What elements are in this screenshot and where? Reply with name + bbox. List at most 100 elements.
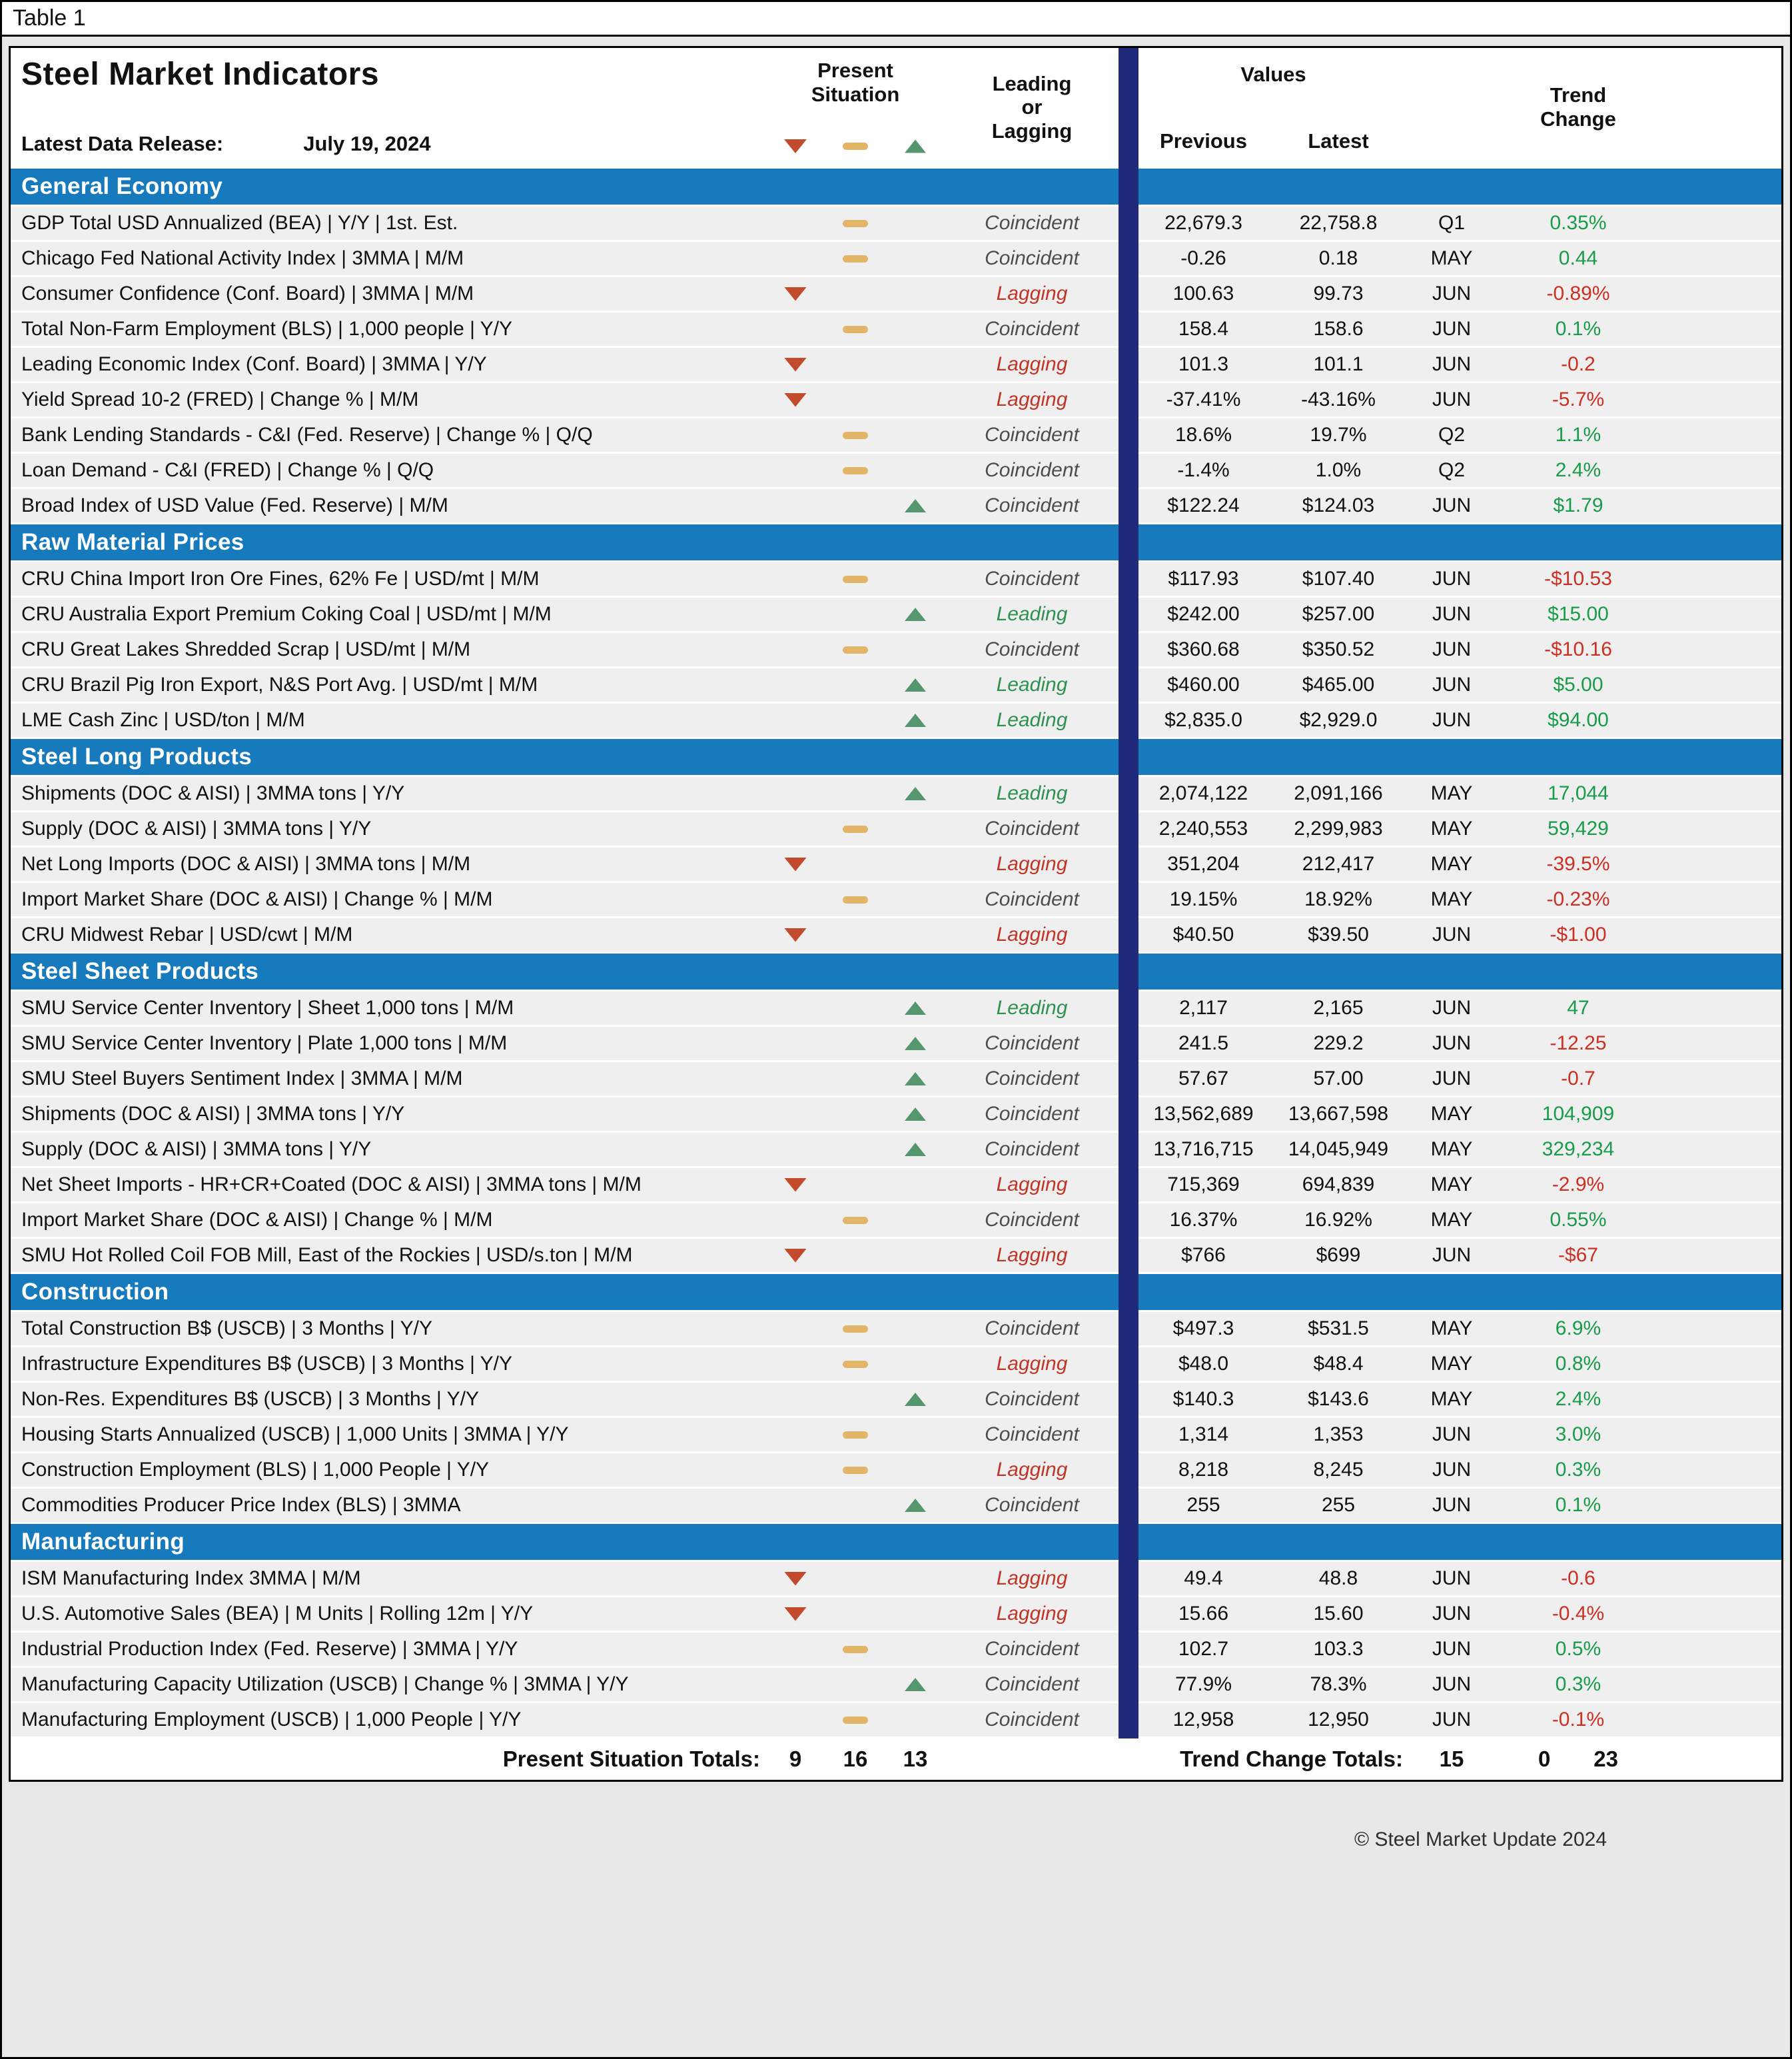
indicator-row: Construction Employment (BLS) | 1,000 Pe… — [11, 1453, 1781, 1487]
latest-value: $143.6 — [1308, 1388, 1369, 1410]
trend-change-value: -12.25 — [1550, 1032, 1607, 1054]
trend-change-value: -0.4% — [1552, 1603, 1605, 1625]
previous-value: 77.9% — [1174, 1673, 1232, 1695]
classification-label: Lagging — [996, 283, 1068, 305]
latest-value: 12,950 — [1308, 1709, 1369, 1730]
previous-value: 13,716,715 — [1153, 1138, 1254, 1160]
copyright: © Steel Market Update 2024 — [1354, 1828, 1607, 1850]
indicator-row: Total Construction B$ (USCB) | 3 Months … — [11, 1312, 1781, 1345]
previous-value: 158.4 — [1178, 318, 1229, 340]
classification-label: Lagging — [996, 924, 1068, 946]
indicator-row: Supply (DOC & AISI) | 3MMA tons | Y/Y Coi… — [11, 812, 1781, 846]
period-label: JUN — [1432, 603, 1472, 625]
previous-value: $2,835.0 — [1164, 709, 1242, 731]
situation-down-cell — [765, 287, 825, 301]
latest-value: $350.52 — [1302, 638, 1375, 660]
situation-flat-cell — [825, 646, 885, 654]
latest-value: 16.92% — [1304, 1209, 1372, 1231]
trend-change-value: 0.1% — [1555, 1494, 1601, 1516]
flat-dash-icon — [843, 896, 868, 904]
period-label: JUN — [1432, 1459, 1472, 1481]
previous-value: 2,074,122 — [1158, 782, 1248, 804]
down-triangle-icon — [784, 1571, 807, 1586]
section-header-row: Steel Long Products — [11, 739, 1781, 775]
previous-value: 22,679.3 — [1164, 212, 1242, 234]
latest-value: 255 — [1321, 1494, 1356, 1516]
indicator-row: Leading Economic Index (Conf. Board) | 3… — [11, 348, 1781, 381]
period-label: JUN — [1432, 494, 1472, 516]
totals-row: Present Situation Totals: 9 16 13 Trend … — [11, 1738, 1781, 1780]
trend-change-value: 0.8% — [1555, 1353, 1601, 1375]
situation-flat-cell — [825, 1360, 885, 1368]
period-label: JUN — [1432, 1032, 1472, 1054]
trend-change-value: $5.00 — [1553, 674, 1603, 696]
up-triangle-icon — [905, 714, 926, 727]
situation-up-cell — [885, 714, 945, 727]
classification-label: Lagging — [996, 1567, 1068, 1589]
release-label: Latest Data Release: — [21, 132, 224, 155]
indicator-row: Net Sheet Imports - HR+CR+Coated (DOC & … — [11, 1168, 1781, 1201]
flat-dash-icon — [843, 255, 868, 263]
period-label: JUN — [1432, 674, 1472, 696]
indicator-row: Manufacturing Employment (USCB) | 1,000 … — [11, 1703, 1781, 1736]
period-label: MAY — [1430, 1317, 1473, 1339]
table-label-bar: Table 1 — [2, 2, 1790, 37]
section-fill — [1138, 739, 1781, 775]
present-situation-header: Present Situation — [765, 48, 945, 167]
situation-flat-cell — [825, 1431, 885, 1439]
situation-flat-cell — [825, 575, 885, 583]
classification-label: Lagging — [996, 1459, 1068, 1481]
indicator-row: SMU Steel Buyers Sentiment Index | 3MMA … — [11, 1062, 1781, 1095]
trend-change-value: -$10.53 — [1544, 568, 1612, 590]
indicator-row: ISM Manufacturing Index 3MMA | M/M Laggin… — [11, 1562, 1781, 1595]
trend-change-value: $94.00 — [1548, 709, 1609, 731]
up-triangle-icon — [905, 499, 926, 512]
down-triangle-icon — [784, 1607, 807, 1621]
release-date: July 19, 2024 — [303, 132, 431, 155]
indicator-name: Yield Spread 10-2 (FRED) | Change % | M/… — [21, 388, 419, 410]
latest-value: 18.92% — [1304, 888, 1372, 910]
flat-dash-icon — [843, 825, 868, 833]
up-triangle-icon — [905, 1037, 926, 1050]
latest-value: $699 — [1316, 1244, 1361, 1266]
section-header-row: Construction — [11, 1274, 1781, 1310]
indicator-row: CRU Midwest Rebar | USD/cwt | M/M Lagging… — [11, 918, 1781, 952]
classification-label: Coincident — [985, 494, 1079, 516]
divider-bar — [1119, 48, 1138, 1738]
indicator-row: Infrastructure Expenditures B$ (USCB) | … — [11, 1347, 1781, 1381]
classification-label: Coincident — [985, 424, 1079, 446]
previous-value: $40.50 — [1172, 924, 1234, 946]
indicator-name: Broad Index of USD Value (Fed. Reserve) … — [21, 494, 448, 516]
present-totals-down: 9 — [789, 1746, 802, 1771]
classification-label: Coincident — [985, 1209, 1079, 1231]
classification-label: Leading — [996, 782, 1068, 804]
classification-label: Lagging — [996, 353, 1068, 375]
situation-down-cell — [765, 1248, 825, 1263]
classification-label: Lagging — [996, 1603, 1068, 1625]
situation-flat-cell — [825, 219, 885, 227]
trend-totals-flat-up: 0 23 — [1495, 1746, 1661, 1772]
section-fill — [1138, 1274, 1781, 1310]
classification-label: Coincident — [985, 1103, 1079, 1125]
indicator-row: GDP Total USD Annualized (BEA) | Y/Y | 1… — [11, 207, 1781, 240]
section-title: Steel Long Products — [11, 739, 1119, 775]
indicator-name: Construction Employment (BLS) | 1,000 Pe… — [21, 1459, 490, 1481]
situation-up-cell — [885, 1143, 945, 1156]
classification-label: Leading — [996, 674, 1068, 696]
previous-value: $497.3 — [1172, 1317, 1234, 1339]
classification-label: Coincident — [985, 1494, 1079, 1516]
indicator-row: Loan Demand - C&I (FRED) | Change % | Q/… — [11, 454, 1781, 487]
latest-value: $124.03 — [1302, 494, 1375, 516]
latest-value: $48.4 — [1313, 1353, 1364, 1375]
down-triangle-icon — [784, 928, 807, 942]
classification-label: Coincident — [985, 888, 1079, 910]
period-label: MAY — [1430, 1209, 1473, 1231]
period-label: Q2 — [1438, 459, 1466, 481]
indicator-row: U.S. Automotive Sales (BEA) | M Units | … — [11, 1597, 1781, 1631]
situation-flat-cell — [825, 1716, 885, 1724]
situation-flat-cell — [825, 1466, 885, 1474]
period-label: MAY — [1430, 247, 1473, 269]
indicator-name: Consumer Confidence (Conf. Board) | 3MMA… — [21, 283, 474, 305]
latest-value: 2,299,983 — [1294, 818, 1383, 840]
